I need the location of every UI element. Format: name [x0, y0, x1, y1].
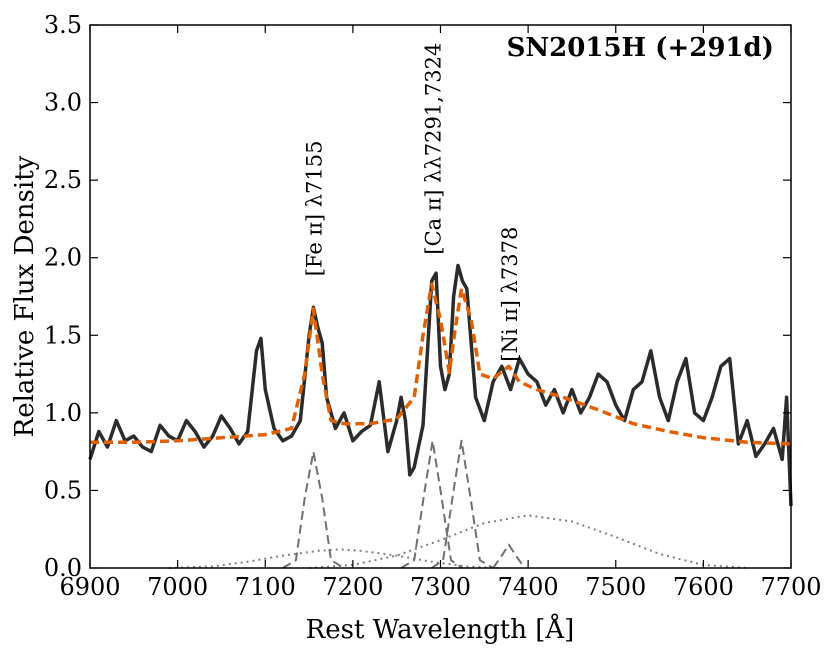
- line-annotation: [Fe ɪɪ] λ7155: [302, 141, 326, 277]
- series-ca-ii-7291-component: [400, 439, 463, 569]
- x-tick-label: 6900: [59, 573, 120, 601]
- y-axis-label: Relative Flux Density: [10, 155, 40, 437]
- y-tick-label: 1.5: [44, 321, 82, 349]
- x-tick-label: 7500: [585, 573, 646, 601]
- y-tick-label: 3.0: [44, 89, 82, 117]
- y-tick-label: 1.0: [44, 399, 82, 427]
- series-layer: [88, 263, 793, 569]
- x-tick-label: 7100: [235, 573, 296, 601]
- series-ca-ii-7324-component: [431, 439, 494, 569]
- x-tick-label: 7700: [760, 573, 821, 601]
- series-fe-ii-7155-component: [282, 450, 345, 569]
- y-tick-label: 0.5: [44, 476, 82, 504]
- x-tick-label: 7600: [673, 573, 734, 601]
- ticks-layer: 6900 7000 7100 7200 7300 7400 7500 7600 7700 0.0 0…: [44, 11, 822, 601]
- x-axis-label: Rest Wavelength [Å]: [306, 613, 575, 645]
- series-broad-component-1: [168, 548, 502, 569]
- chart-title: SN2015H (+291d): [507, 33, 774, 63]
- x-tick-label: 7200: [322, 573, 383, 601]
- x-tick-label: 7000: [147, 573, 208, 601]
- y-tick-label: 3.5: [44, 11, 82, 39]
- series-ni-ii-7378-component: [492, 543, 526, 569]
- y-tick-label: 2.0: [44, 244, 82, 272]
- y-tick-label: 2.5: [44, 166, 82, 194]
- annotation-layer: [Fe ɪɪ] λ7155 [Ca ɪɪ] λλ7291,7324 [Ni ɪɪ] …: [302, 43, 521, 362]
- y-tick-label: 0.0: [44, 554, 82, 582]
- x-tick-label: 7400: [498, 573, 559, 601]
- series-broad-component-2: [309, 514, 748, 569]
- x-tick-label: 7300: [410, 573, 471, 601]
- series-observed-spectrum: [88, 263, 793, 506]
- line-annotation: [Ni ɪɪ] λ7378: [498, 227, 522, 362]
- line-annotation: [Ca ɪɪ] λλ7291,7324: [422, 43, 446, 255]
